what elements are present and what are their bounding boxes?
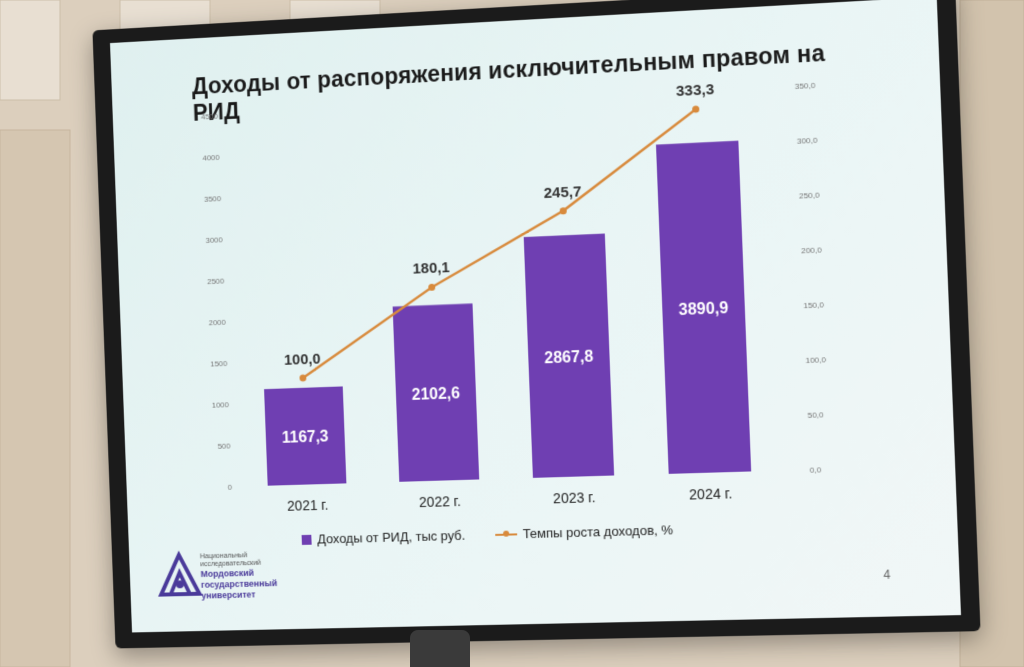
category-label: 2021 г. bbox=[287, 498, 329, 514]
page-number: 4 bbox=[883, 567, 891, 582]
presentation-slide: Доходы от распоряжения исключительным пр… bbox=[109, 0, 962, 633]
right-axis-tick: 350,0 bbox=[795, 81, 817, 91]
bar bbox=[523, 233, 615, 478]
left-axis-tick: 4500 bbox=[201, 112, 219, 122]
bar-value-label: 2102,6 bbox=[411, 385, 460, 404]
right-axis-tick: 50,0 bbox=[807, 410, 824, 420]
left-axis-tick: 2500 bbox=[207, 276, 225, 286]
bar bbox=[392, 303, 480, 482]
bar bbox=[655, 140, 752, 474]
logo-line4: государственный bbox=[200, 578, 278, 590]
category-label: 2024 г. bbox=[689, 486, 733, 503]
legend-bar-swatch bbox=[301, 534, 312, 545]
left-axis-tick: 0 bbox=[228, 483, 233, 492]
right-axis-tick: 200,0 bbox=[801, 245, 823, 255]
growth-point bbox=[559, 207, 567, 215]
right-axis-tick: 300,0 bbox=[797, 136, 819, 146]
growth-value-label: 333,3 bbox=[676, 82, 715, 100]
left-axis-tick: 500 bbox=[217, 441, 231, 450]
revenue-chart: 0 500 1000 1500 2000 2500 3000 3500 4000 4500 0,0… bbox=[201, 81, 827, 514]
left-axis-tick: 4000 bbox=[202, 153, 220, 163]
growth-value-label: 100,0 bbox=[284, 351, 321, 368]
growth-line bbox=[294, 109, 706, 378]
bar-value-label: 3890,9 bbox=[678, 299, 729, 318]
left-axis-tick: 1500 bbox=[210, 359, 228, 369]
growth-value-label: 245,7 bbox=[543, 184, 581, 202]
growth-value-label: 180,1 bbox=[412, 260, 450, 278]
right-axis-tick: 150,0 bbox=[803, 300, 825, 310]
category-label: 2023 г. bbox=[553, 490, 596, 506]
growth-point bbox=[428, 283, 436, 291]
tv-stand bbox=[410, 630, 470, 667]
logo-line5: университет bbox=[201, 589, 256, 601]
bar-value-label: 2867,8 bbox=[544, 348, 594, 367]
left-axis-tick: 3000 bbox=[205, 235, 223, 245]
left-axis-tick: 1000 bbox=[212, 400, 230, 410]
right-axis-tick: 100,0 bbox=[805, 355, 827, 365]
university-name: Национальный исследовательский Мордовски… bbox=[200, 552, 278, 602]
tv-frame: Доходы от распоряжения исключительным пр… bbox=[92, 0, 981, 649]
left-axis-tick: 3500 bbox=[204, 194, 222, 204]
category-label: 2022 г. bbox=[419, 494, 461, 510]
bar bbox=[264, 386, 347, 486]
left-axis-tick: 2000 bbox=[209, 318, 227, 328]
legend-line-swatch bbox=[494, 532, 517, 536]
bar-value-label: 1167,3 bbox=[282, 428, 330, 447]
right-axis-tick: 250,0 bbox=[799, 190, 821, 200]
right-axis-tick: 0,0 bbox=[810, 465, 822, 475]
